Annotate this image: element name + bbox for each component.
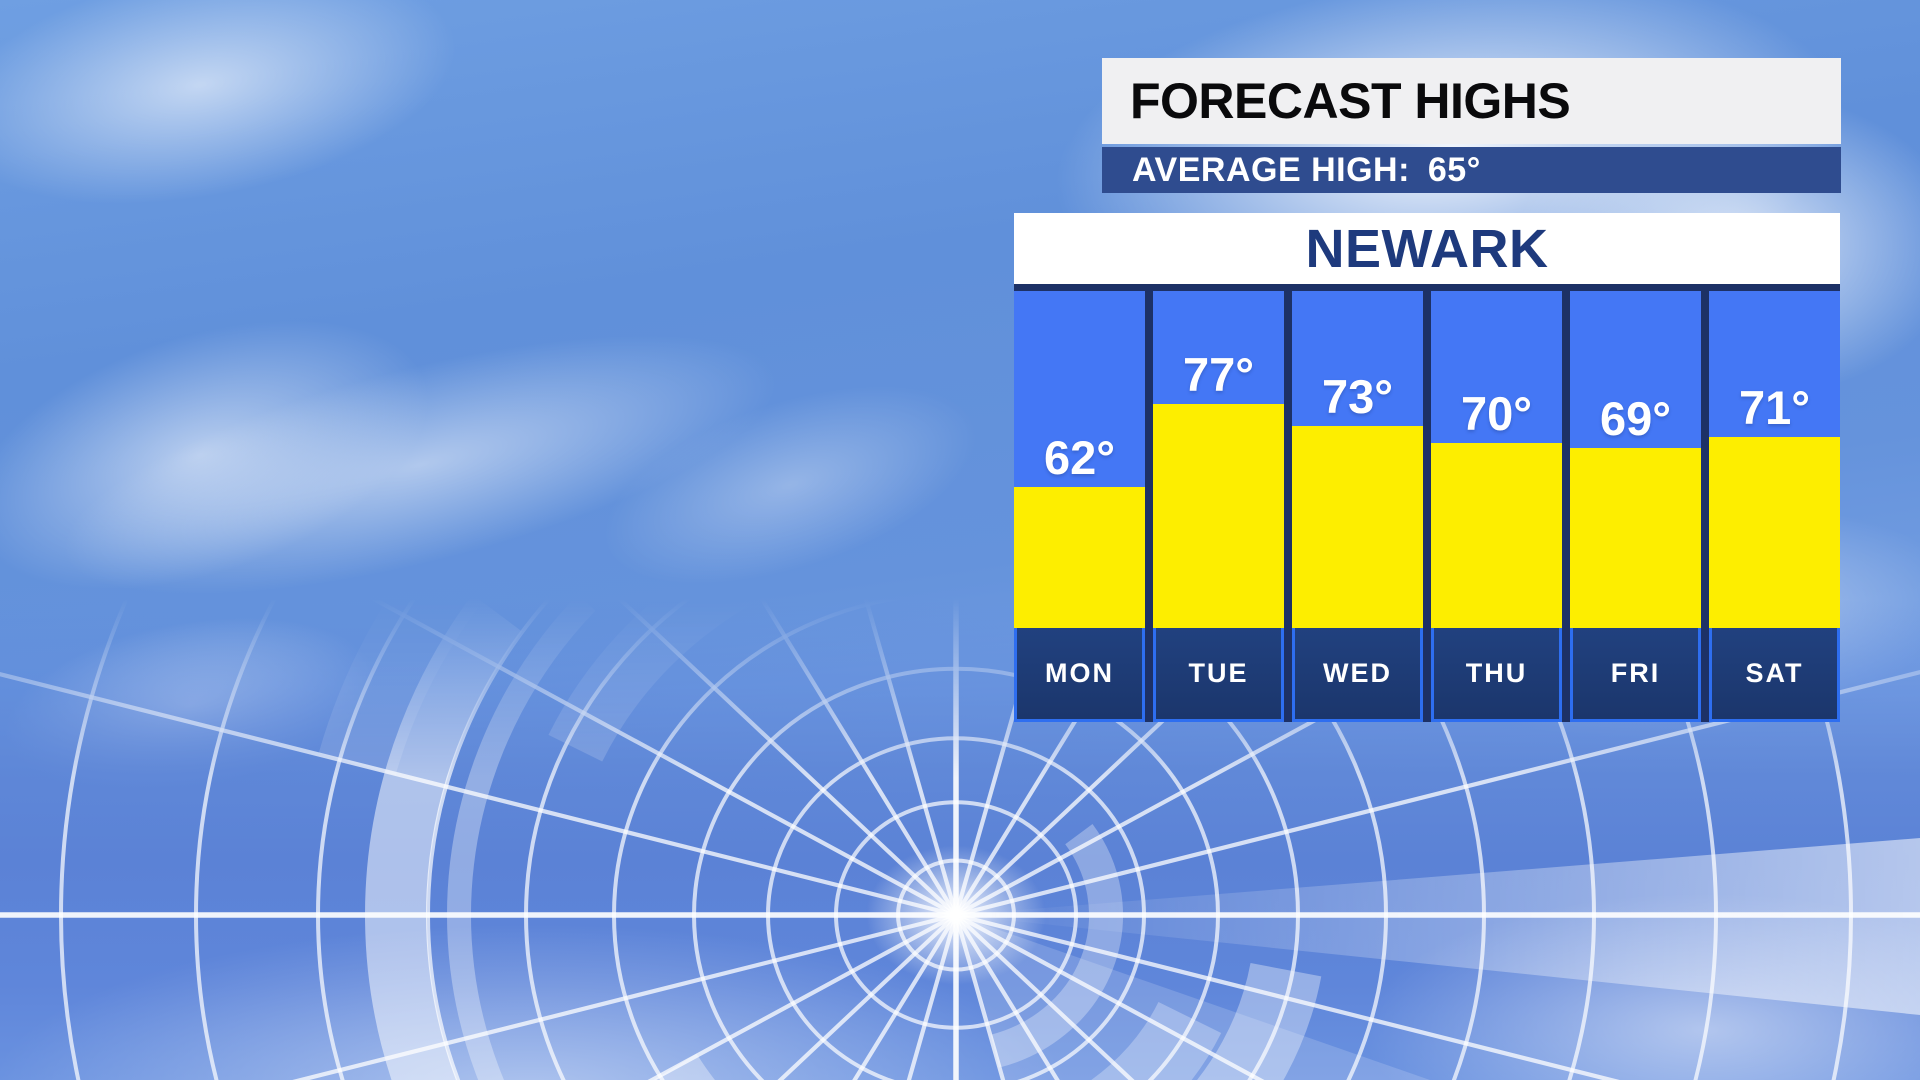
temperature-label: 71° xyxy=(1738,381,1811,434)
day-label: FRI xyxy=(1610,658,1661,688)
column-sky-area xyxy=(1292,291,1423,426)
forecast-column-tue: TUE 77° xyxy=(1153,291,1284,722)
temperature-label: 62° xyxy=(1043,431,1116,484)
average-high-bar: AVERAGE HIGH: 65° xyxy=(1102,147,1841,193)
forecast-column-wed: WED 73° xyxy=(1292,291,1423,722)
location-title-bar: NEWARK xyxy=(1014,213,1840,284)
forecast-column-mon: MON 62° xyxy=(1014,291,1145,722)
column-sky-area xyxy=(1709,291,1840,437)
location-name: NEWARK xyxy=(1305,218,1549,279)
forecast-column-sat: SAT 71° xyxy=(1709,291,1840,722)
average-high-label: AVERAGE HIGH: xyxy=(1132,150,1410,189)
average-high-value: 65° xyxy=(1427,150,1481,189)
temperature-bar xyxy=(1431,443,1562,628)
day-footer: FRI xyxy=(1570,628,1701,722)
day-footer: TUE xyxy=(1153,628,1284,722)
temperature-bar xyxy=(1570,448,1701,628)
temperature-label: 69° xyxy=(1599,392,1672,445)
day-footer: THU xyxy=(1431,628,1562,722)
forecast-highs-title: FORECAST HIGHS xyxy=(1130,73,1571,129)
temperature-label: 70° xyxy=(1460,387,1533,440)
temperature-bar xyxy=(1014,487,1145,628)
column-sky-area xyxy=(1153,291,1284,404)
forecast-column-thu: THU 70° xyxy=(1431,291,1562,722)
day-label: MON xyxy=(1045,658,1114,688)
column-sky-area xyxy=(1014,291,1145,487)
day-footer: MON xyxy=(1014,628,1145,722)
temperature-bar xyxy=(1153,404,1284,628)
forecast-column-fri: FRI 69° xyxy=(1570,291,1701,722)
forecast-highs-header: FORECAST HIGHS xyxy=(1102,58,1841,144)
forecast-bar-chart: MON 62° TUE 77° WED 73° THU 70° FRI 69° SAT 71° xyxy=(1014,284,1840,722)
day-label: THU xyxy=(1465,658,1528,688)
temperature-bar xyxy=(1709,437,1840,628)
day-label: WED xyxy=(1323,658,1392,688)
day-label: TUE xyxy=(1188,658,1249,688)
day-footer: SAT xyxy=(1709,628,1840,722)
temperature-label: 73° xyxy=(1321,370,1394,423)
column-sky-area xyxy=(1431,291,1562,443)
day-label: SAT xyxy=(1745,658,1804,688)
day-footer: WED xyxy=(1292,628,1423,722)
temperature-label: 77° xyxy=(1182,348,1255,401)
column-sky-area xyxy=(1570,291,1701,448)
temperature-bar xyxy=(1292,426,1423,628)
